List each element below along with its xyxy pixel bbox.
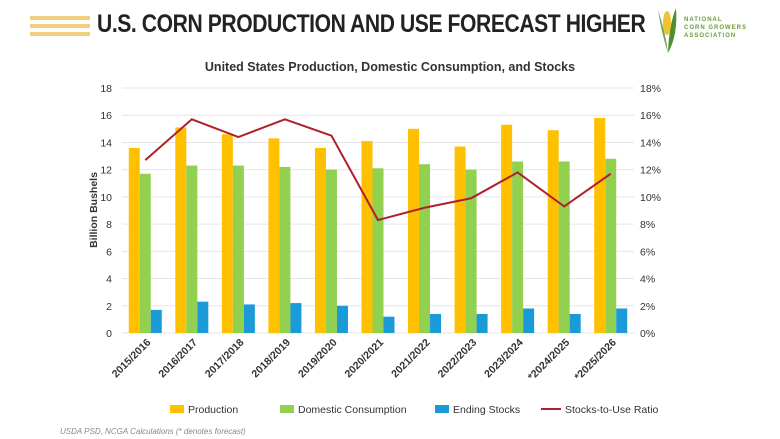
- y-tick-label: 16: [100, 110, 112, 122]
- bar-production: [501, 124, 513, 333]
- bar-production: [268, 138, 280, 333]
- ncga-logo-corn-icon: [658, 8, 677, 53]
- bar-ending-stocks: [150, 309, 162, 333]
- y2-tick-label: 4%: [640, 274, 655, 286]
- bar-ending-stocks: [476, 313, 488, 333]
- bar-ending-stocks: [290, 303, 302, 333]
- y2-tick-label: 14%: [640, 137, 661, 149]
- legend-swatch: [435, 405, 449, 413]
- x-tick-label: 2015/2016: [110, 337, 154, 381]
- bar-domestic-consumption: [558, 161, 570, 333]
- bar-production: [175, 127, 187, 333]
- bar-production: [408, 128, 420, 333]
- x-tick-label: 2017/2018: [203, 337, 247, 381]
- logo-text: NATIONAL CORN GROWERS ASSOCIATION: [684, 17, 747, 39]
- y-tick-label: 6: [106, 246, 112, 258]
- bar-production: [128, 147, 140, 333]
- y-tick-label: 0: [106, 328, 112, 340]
- bar-ending-stocks: [569, 313, 581, 333]
- bar-ending-stocks: [197, 301, 209, 333]
- y-tick-label: 12: [100, 165, 112, 177]
- bar-ending-stocks: [430, 313, 442, 333]
- bar-domestic-consumption: [139, 173, 151, 333]
- y-tick-label: 2: [106, 301, 112, 313]
- chart-title: United States Production, Domestic Consu…: [204, 60, 576, 74]
- bar-ending-stocks: [336, 305, 348, 333]
- y2-tick-label: 2%: [640, 301, 655, 313]
- legend-swatch: [170, 405, 184, 413]
- y-tick-label: 14: [100, 137, 112, 149]
- x-tick-label: 2021/2022: [389, 337, 433, 381]
- bar-domestic-consumption: [465, 169, 477, 333]
- source-note: USDA PSD, NCGA Calculations (* denotes f…: [60, 427, 246, 436]
- y-axis-label: Billion Bushels: [88, 172, 100, 248]
- bar-ending-stocks: [243, 304, 255, 333]
- x-tick-label: *2025/2026: [572, 337, 619, 384]
- bar-domestic-consumption: [325, 169, 337, 333]
- legend-label: Stocks-to-Use Ratio: [565, 404, 659, 416]
- header-stripes: [30, 16, 90, 40]
- x-tick-label: 2023/2024: [482, 337, 526, 381]
- bar-ending-stocks: [523, 308, 535, 333]
- x-tick-label: 2016/2017: [156, 337, 200, 381]
- y-tick-label: 4: [106, 274, 112, 286]
- y-tick-label: 8: [106, 219, 112, 231]
- bar-production: [594, 117, 606, 333]
- page-title: U.S. CORN PRODUCTION AND USE FORECAST HI…: [97, 10, 646, 38]
- legend-label: Ending Stocks: [453, 404, 520, 416]
- y2-tick-label: 10%: [640, 192, 661, 204]
- legend-swatch: [280, 405, 294, 413]
- bar-production: [361, 141, 373, 333]
- bar-domestic-consumption: [605, 158, 617, 333]
- bar-domestic-consumption: [512, 161, 524, 333]
- y2-tick-label: 12%: [640, 165, 661, 177]
- x-tick-label: 2022/2023: [436, 337, 480, 381]
- x-tick-label: 2019/2020: [296, 337, 340, 381]
- y2-tick-label: 8%: [640, 219, 655, 231]
- bar-domestic-consumption: [186, 165, 198, 333]
- bar-production: [314, 147, 326, 333]
- y-tick-label: 18: [100, 83, 112, 95]
- bar-domestic-consumption: [372, 168, 384, 333]
- legend-label: Domestic Consumption: [298, 404, 407, 416]
- bar-production: [221, 134, 233, 333]
- y2-tick-label: 6%: [640, 246, 655, 258]
- x-tick-label: 2018/2019: [249, 337, 293, 381]
- bar-production: [454, 146, 466, 333]
- y2-tick-label: 16%: [640, 110, 661, 122]
- bar-ending-stocks: [383, 316, 395, 333]
- bar-domestic-consumption: [419, 164, 431, 333]
- bar-ending-stocks: [616, 308, 628, 333]
- bar-domestic-consumption: [279, 166, 291, 333]
- bar-domestic-consumption: [232, 165, 244, 333]
- y2-tick-label: 0%: [640, 328, 655, 340]
- x-tick-label: *2024/2025: [526, 337, 573, 384]
- legend-label: Production: [188, 404, 238, 416]
- y2-tick-label: 18%: [640, 83, 661, 95]
- bar-production: [547, 130, 559, 333]
- x-tick-label: 2020/2021: [343, 337, 387, 381]
- y-tick-label: 10: [100, 192, 112, 204]
